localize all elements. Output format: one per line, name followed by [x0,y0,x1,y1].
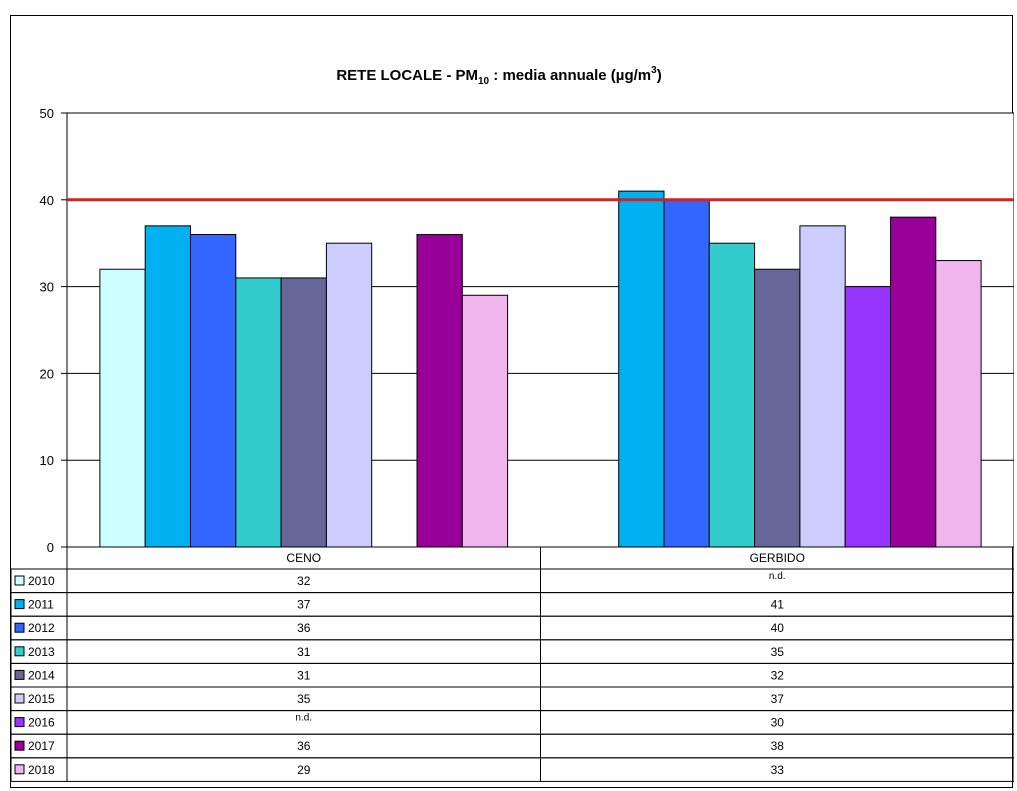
table-value: 36 [297,739,311,753]
legend-label-2013: 2013 [28,645,55,659]
legend-swatch-2013 [14,646,25,657]
table-value-missing: n.d. [769,571,786,582]
bar-gerbido-2015 [799,225,846,548]
table-value: 31 [297,668,311,682]
bar-gerbido-2017 [890,216,937,548]
table-value: 31 [297,645,311,659]
title-sub: 10 [478,76,490,87]
legend-label-2011: 2011 [28,598,54,612]
legend-swatch-2017 [14,740,25,751]
table-value: 35 [297,692,311,706]
legend-label-2016: 2016 [28,716,55,730]
table-value: 33 [771,763,785,777]
legend-label-2017: 2017 [28,739,55,753]
legend-label-2012: 2012 [28,621,55,635]
legend-swatch-2014 [14,669,25,680]
table-value: 36 [297,621,311,635]
table-value: 40 [771,621,785,635]
legend-swatch-2015 [14,693,25,704]
legend-swatch-2011 [14,599,25,610]
legend-swatch-2010 [14,575,25,586]
plot-area: 0 10 20 30 40 50 [40,106,1014,555]
bar-ceno-2014 [280,277,327,548]
table-value: 30 [771,716,785,730]
legend-swatch-2012 [14,622,25,633]
table-value: 37 [771,692,785,706]
bar-gerbido-2013 [708,242,756,548]
y-tick-label: 30 [40,280,54,295]
title-middle: : media annuale (µg/m [489,67,651,84]
table-value: 38 [771,739,785,753]
data-table: CENO GERBIDO 2010 32 n.d. 2011 37 41 2012 36 40 201… [11,546,1014,782]
legend-label-2014: 2014 [28,668,55,682]
bar-gerbido-2016 [844,286,892,548]
bar-ceno-2013 [235,277,282,548]
chart-svg: RETE LOCALE - PM10 : media annuale (µg/m… [11,65,1014,782]
y-tick-label: 20 [40,366,54,381]
title-suffix: ) [657,67,662,84]
legend-label-2018: 2018 [28,763,55,777]
category-label: CENO [286,551,321,565]
bar-ceno-2010 [99,268,146,548]
y-tick-label: 40 [40,193,54,208]
legend-swatch-2016 [14,717,25,728]
bar-ceno-2015 [325,242,373,548]
title-prefix: RETE LOCALE - PM [336,67,478,84]
table-value: 29 [297,763,311,777]
y-tick-label: 50 [40,106,54,121]
bar-ceno-2012 [190,234,237,548]
bar-gerbido-2011 [618,190,665,548]
bar-ceno-2011 [144,225,191,548]
category-label: GERBIDO [750,551,805,565]
bar-gerbido-2012 [663,199,710,548]
table-value: 37 [297,598,311,612]
legend-label-2010: 2010 [28,574,55,588]
y-tick-label: 10 [40,453,54,468]
bar-gerbido-2018 [935,260,982,548]
legend-label-2015: 2015 [28,692,55,706]
bar-ceno-2018 [461,294,509,548]
bar-gerbido-2014 [754,268,801,548]
table-value: 32 [297,574,311,588]
chart-frame: RETE LOCALE - PM10 : media annuale (µg/m… [10,15,1014,788]
table-value: 41 [771,598,785,612]
table-cell [540,757,1014,782]
legend-swatch-2018 [14,764,25,775]
y-tick-label: 0 [47,540,54,555]
table-value: 32 [771,668,785,682]
table-value-missing: n.d. [295,713,312,724]
bar-ceno-2017 [416,234,463,548]
title-sup: 3 [651,65,657,76]
table-value: 35 [771,645,785,659]
chart-title: RETE LOCALE - PM10 : media annuale (µg/m… [336,65,661,87]
